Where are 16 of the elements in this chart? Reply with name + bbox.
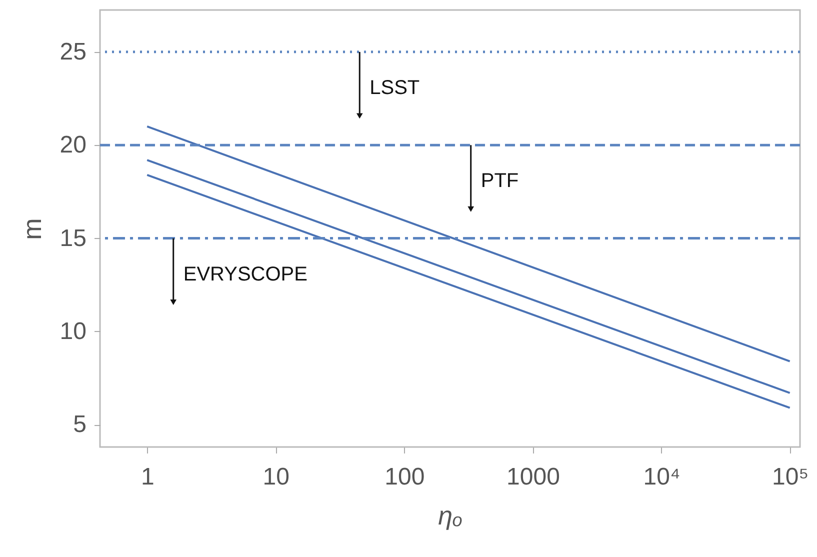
- x-tick-label: 1: [140, 464, 154, 490]
- x-tick-label: 10: [262, 464, 290, 490]
- y-tick-label: 20: [60, 132, 86, 159]
- y-tick-label: 15: [60, 224, 86, 252]
- y-tick-label: 5: [73, 411, 86, 438]
- y-axis-title: m: [16, 218, 47, 240]
- y-tick-label: 10: [60, 318, 86, 345]
- annotation: LSST: [370, 76, 420, 99]
- x-axis-title: ηₒ: [438, 500, 463, 530]
- x-tick-label: 10⁵: [772, 464, 809, 490]
- annotation: PTF: [480, 170, 519, 192]
- x-tick-label: 1000: [506, 464, 560, 490]
- x-tick-label: 10⁴: [643, 464, 680, 490]
- y-tick-label: 25: [60, 38, 86, 66]
- annotation: EVRYSCOPE: [183, 263, 308, 286]
- x-tick-label: 100: [384, 464, 425, 490]
